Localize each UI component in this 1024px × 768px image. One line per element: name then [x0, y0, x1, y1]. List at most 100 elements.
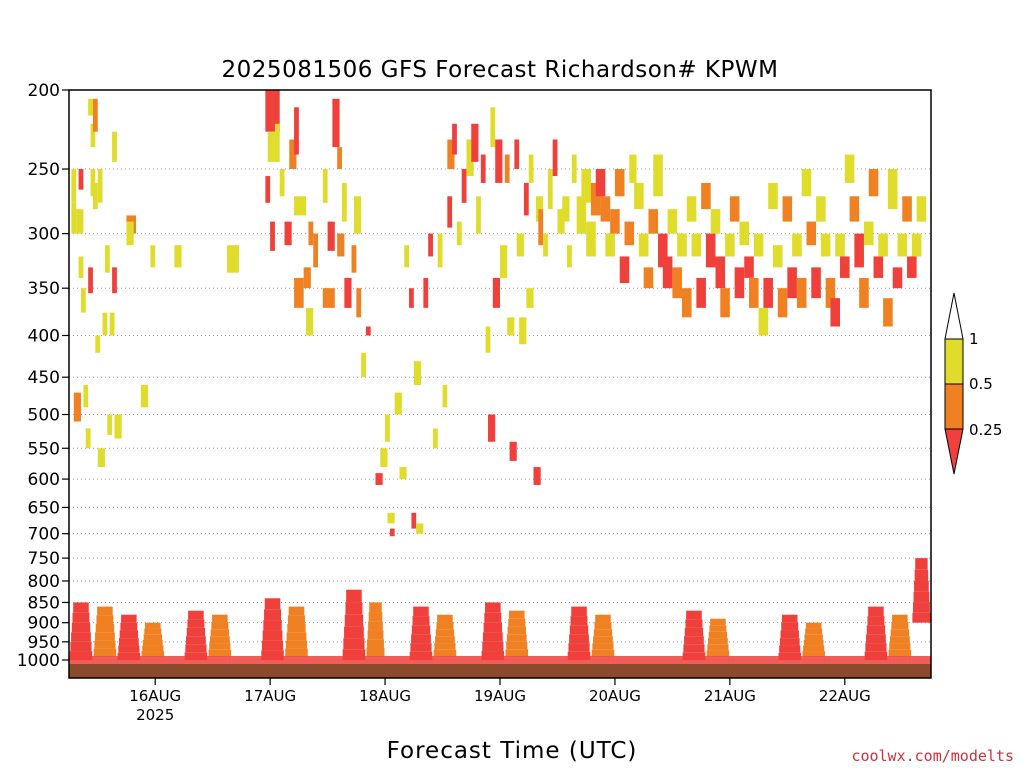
ri-cell: [303, 267, 311, 289]
ri-blob-cell: [865, 643, 887, 652]
ri-blob-cell: [686, 610, 702, 620]
ri-blob-cell: [93, 648, 117, 657]
ri-cell: [777, 288, 788, 318]
ri-cell: [816, 196, 826, 222]
y-tick-label: 300: [28, 225, 60, 245]
ri-blob-cell: [71, 632, 91, 642]
ri-blob-cell: [118, 638, 139, 646]
ri-blob-cell: [914, 580, 929, 592]
ri-cell: [461, 169, 467, 203]
ri-cell: [389, 528, 395, 537]
credit-text[interactable]: coolwx.com/modelts: [851, 747, 1014, 765]
ri-cell: [313, 233, 319, 268]
ri-cell: [892, 267, 903, 289]
ri-cell: [341, 182, 347, 222]
x-tick-label: 18AUG: [359, 687, 411, 705]
ri-cell: [95, 335, 101, 353]
surface-layer: [69, 656, 931, 664]
ri-cell: [801, 169, 812, 197]
x-tick-label: 21AUG: [704, 687, 756, 705]
ri-cell: [535, 196, 544, 222]
ri-blob-cell: [145, 622, 161, 629]
ri-blob-cell: [710, 618, 726, 626]
ri-cell: [90, 123, 96, 148]
ri-blob-cell: [142, 639, 163, 646]
ri-blob-cell: [485, 602, 501, 613]
ri-cell: [701, 182, 711, 210]
ri-cell: [830, 298, 841, 327]
ri-cell: [351, 245, 357, 273]
ri-blob-cell: [913, 591, 930, 603]
ri-blob-cell: [889, 643, 911, 650]
ri-cell: [887, 169, 898, 210]
ri-cell: [878, 233, 888, 257]
ri-cell: [734, 267, 745, 299]
ri-blob-cell: [595, 614, 611, 623]
ri-blob-cell: [262, 630, 283, 641]
ri-cell: [416, 523, 424, 534]
ri-cell: [279, 169, 285, 197]
ri-cell: [112, 267, 117, 294]
ri-cell: [109, 312, 115, 336]
ri-blob-cell: [568, 643, 590, 652]
ri-blob-cell: [706, 650, 730, 657]
ri-cell: [811, 267, 821, 299]
ri-blob-cell: [208, 649, 232, 657]
ri-cell: [413, 361, 421, 385]
ri-blob-cell: [212, 614, 228, 623]
ri-blob-cell: [143, 634, 162, 640]
ri-blob-cell: [912, 602, 930, 613]
colorbar: 0.25 0.5 1: [944, 292, 1002, 475]
ri-cell: [619, 256, 630, 284]
ri-blob-cell: [95, 632, 115, 641]
ri-cell: [380, 448, 388, 468]
ri-blob-cell: [593, 629, 613, 637]
ri-blob-cell: [803, 645, 825, 652]
ri-blob-cell: [142, 645, 164, 652]
ri-blob-cell: [437, 614, 453, 623]
ri-cell: [272, 90, 280, 132]
y-tick-label: 850: [28, 593, 60, 613]
x-tick-label: 17AUG: [244, 687, 296, 705]
ri-cell: [356, 288, 362, 318]
ri-cell: [859, 277, 869, 308]
ri-cell: [80, 288, 86, 313]
ri-cell: [385, 414, 390, 442]
ri-cell: [337, 147, 342, 170]
y-tick-label: 200: [28, 81, 60, 101]
ri-cell: [500, 245, 508, 278]
ri-cell: [140, 384, 149, 408]
ri-blob-cell: [567, 651, 591, 660]
ri-blob-cell: [288, 606, 305, 616]
ri-blob-cell: [683, 644, 705, 653]
colorbar-label: 0.25: [969, 421, 1002, 439]
ri-blob-cell: [211, 622, 229, 630]
richardson-cells: [69, 90, 931, 660]
ri-cell: [526, 288, 534, 308]
ri-cell: [567, 245, 572, 268]
ri-cell: [97, 448, 105, 468]
chart-title: 2025081506 GFS Forecast Richardson# KPWM: [222, 57, 779, 83]
ri-blob-cell: [781, 614, 798, 623]
y-tick-label: 400: [28, 326, 60, 346]
ri-cell: [71, 202, 77, 234]
ri-blob-cell: [368, 612, 383, 622]
ri-cell: [361, 352, 366, 378]
ri-cell: [306, 307, 314, 336]
y-tick-label: 700: [28, 525, 60, 545]
ri-blob-cell: [264, 598, 281, 610]
ri-cell: [863, 221, 874, 246]
ri-blob-cell: [436, 622, 454, 630]
ri-blob-cell: [188, 610, 204, 620]
ri-blob-cell: [707, 644, 729, 651]
ri-cell: [820, 233, 831, 257]
ri-blob-cell: [344, 614, 364, 627]
ri-cell: [911, 233, 922, 257]
ri-blob-cell: [96, 615, 114, 624]
ri-cell: [897, 233, 908, 257]
colorbar-bin-yellow: [944, 338, 964, 385]
grid-lines: [69, 168, 931, 661]
ri-blob-cell: [505, 649, 529, 657]
ri-cell: [92, 182, 98, 210]
